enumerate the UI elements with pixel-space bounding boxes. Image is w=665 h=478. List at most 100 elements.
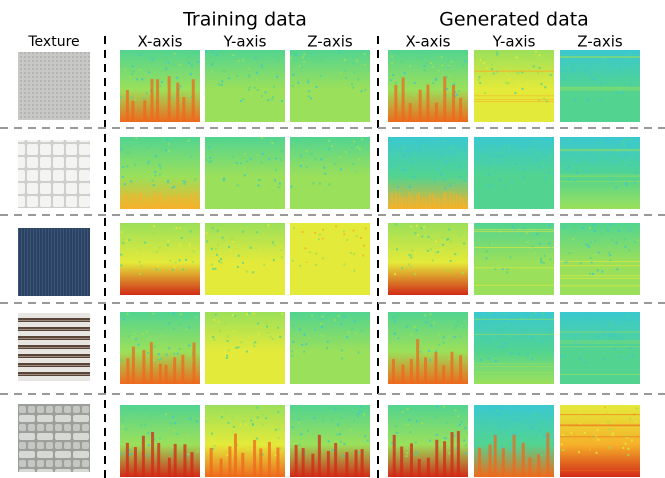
spectrogram-noise: [240, 138, 243, 141]
spectrogram-noise: [183, 184, 186, 187]
spectrogram-noise: [599, 140, 602, 143]
spectrogram-noise: [353, 321, 356, 324]
spectrogram-noise: [485, 250, 488, 253]
spectrogram-noise: [457, 320, 460, 323]
spectrogram-noise: [488, 340, 491, 343]
spectrogram-noise: [298, 96, 301, 99]
spectrogram-band: [194, 191, 196, 209]
spectrogram-band: [434, 102, 438, 122]
spectrogram-line: [560, 56, 640, 58]
spectrogram-noise: [162, 168, 165, 171]
spectrogram-noise: [237, 53, 240, 56]
spectrogram-noise: [530, 335, 533, 338]
spectrogram-noise: [435, 350, 438, 353]
spectrogram-noise: [540, 259, 543, 262]
spectrogram-noise: [228, 77, 231, 80]
spectrogram-noise: [332, 79, 335, 82]
spectrogram-band: [401, 197, 403, 209]
spectrogram-noise: [521, 87, 524, 90]
spectrogram-noise: [436, 167, 439, 170]
spectrogram-noise: [338, 246, 341, 249]
spectrogram-noise: [443, 178, 446, 181]
spectrogram-noise: [359, 237, 362, 240]
spectrogram-noise: [227, 246, 230, 249]
spectrogram-noise: [320, 59, 323, 62]
spectrogram-line: [560, 260, 640, 262]
spectrogram-noise: [589, 448, 592, 451]
spectrogram-noise: [159, 437, 162, 440]
spectrogram-line: [560, 346, 640, 348]
spectrogram-noise: [528, 422, 531, 425]
spectrogram-noise: [494, 360, 497, 363]
spectrogram-noise: [215, 54, 218, 57]
spectrogram-noise: [529, 58, 532, 61]
spectrogram-noise: [448, 74, 451, 77]
spectrogram-noise: [151, 342, 154, 345]
spectrogram-band: [445, 191, 447, 209]
spectrogram-noise: [160, 357, 163, 360]
spectrogram-noise: [347, 271, 350, 274]
spectrogram-noise: [594, 240, 597, 243]
spectrogram-noise: [361, 138, 364, 141]
spectrogram-noise: [242, 261, 245, 264]
spectrogram-noise: [264, 88, 267, 91]
spectrogram-noise: [146, 163, 149, 166]
spectrogram-noise: [127, 335, 130, 338]
spectrogram-noise: [174, 261, 177, 264]
spectrogram-noise: [261, 66, 264, 69]
spectrogram-noise: [277, 436, 280, 439]
spectrogram-noise: [564, 354, 567, 357]
spectrogram-noise: [321, 317, 324, 320]
spectrogram-band: [546, 432, 550, 477]
spectrogram-noise: [144, 241, 147, 244]
spectrogram-noise: [493, 354, 496, 357]
spectrogram-noise: [446, 87, 449, 90]
spectrogram-noise: [441, 248, 444, 251]
column-label: X-axis: [406, 33, 451, 51]
spectrogram-noise: [155, 405, 158, 408]
spectrogram-noise: [622, 162, 625, 165]
spectrogram-noise: [158, 358, 161, 361]
spectrogram-noise: [430, 248, 433, 251]
spectrogram-band: [434, 352, 438, 384]
spectrogram-noise: [474, 438, 477, 441]
spectrogram-noise: [277, 59, 280, 62]
spectrogram-noise: [406, 447, 409, 450]
spectrogram-noise: [262, 413, 265, 416]
spectrogram-noise: [193, 247, 196, 250]
spectrogram-noise: [520, 354, 523, 357]
spectrogram-noise: [149, 414, 152, 417]
spectrogram-noise: [515, 71, 518, 74]
spectrogram-line: [560, 56, 640, 58]
spectrogram-noise: [498, 169, 501, 172]
spectrogram-noise: [586, 98, 589, 101]
spectrogram-noise: [234, 250, 237, 253]
spectrogram-noise: [235, 346, 238, 349]
spectrogram-noise: [311, 314, 314, 317]
spectrogram-noise: [547, 414, 550, 417]
spectrogram-band: [452, 84, 456, 122]
spectrogram-noise: [535, 323, 538, 326]
spectrogram-noise: [205, 158, 208, 161]
spectrogram-noise: [604, 410, 607, 413]
spectrogram-noise: [158, 173, 161, 176]
spectrogram-noise: [450, 146, 453, 149]
spectrogram-noise: [280, 248, 283, 251]
spectrogram-noise: [277, 410, 280, 413]
spectrogram-noise: [268, 255, 271, 258]
spectrogram-noise: [307, 81, 310, 84]
spectrogram-noise: [216, 229, 219, 232]
spectrogram-noise: [580, 343, 583, 346]
spectrogram-noise: [538, 99, 541, 102]
spectrogram-noise: [120, 452, 123, 455]
spectrogram-noise: [324, 172, 327, 175]
spectrogram-noise: [410, 253, 413, 256]
spectrogram-noise: [619, 68, 622, 71]
spectrogram-band: [157, 193, 160, 209]
spectrogram-noise: [570, 432, 573, 435]
spectrogram-noise: [478, 76, 481, 79]
spectrogram-line: [474, 363, 554, 365]
spectrogram-noise: [430, 324, 433, 327]
spectrogram-noise: [568, 166, 571, 169]
spectrogram-noise: [400, 60, 403, 63]
